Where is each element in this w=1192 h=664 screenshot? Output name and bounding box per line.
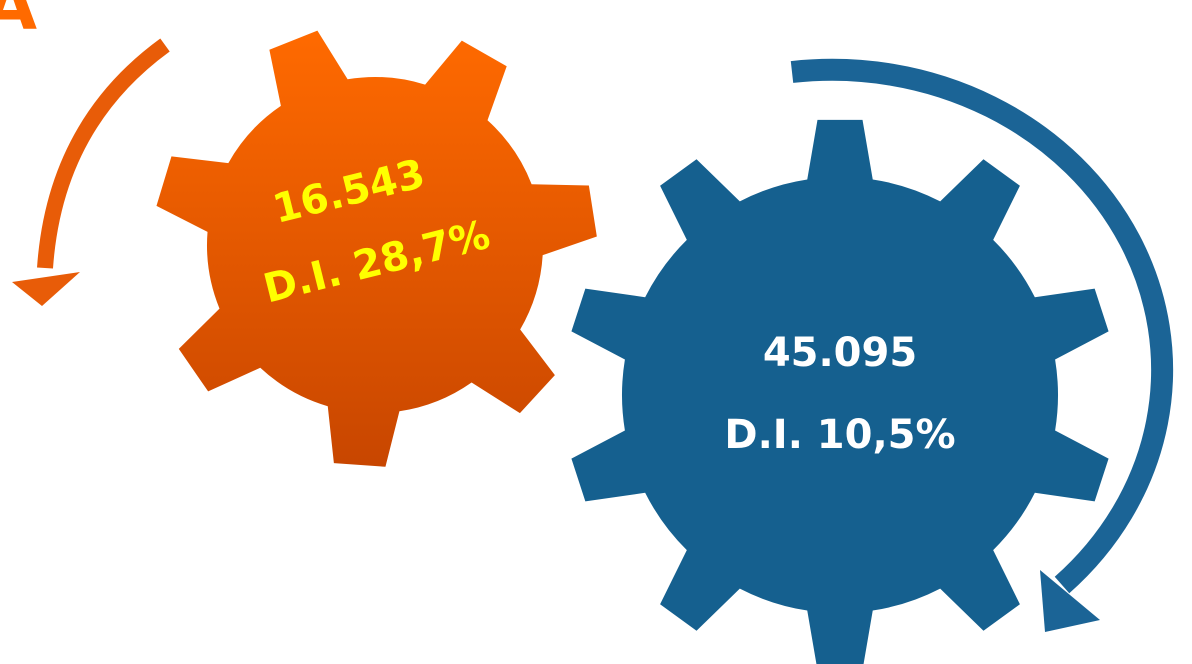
orange-gear: [156, 30, 597, 467]
blue-gear: [571, 119, 1109, 664]
blue-arrow: [790, 58, 1174, 594]
gear-label: D.I. 10,5%: [724, 412, 955, 458]
orange-arrow-head: [12, 272, 80, 306]
orange-arrow: [37, 38, 170, 269]
gear-value: 45.095: [763, 330, 917, 376]
corner-letter: A: [0, 0, 37, 46]
blue-arrow-head: [1040, 570, 1100, 632]
